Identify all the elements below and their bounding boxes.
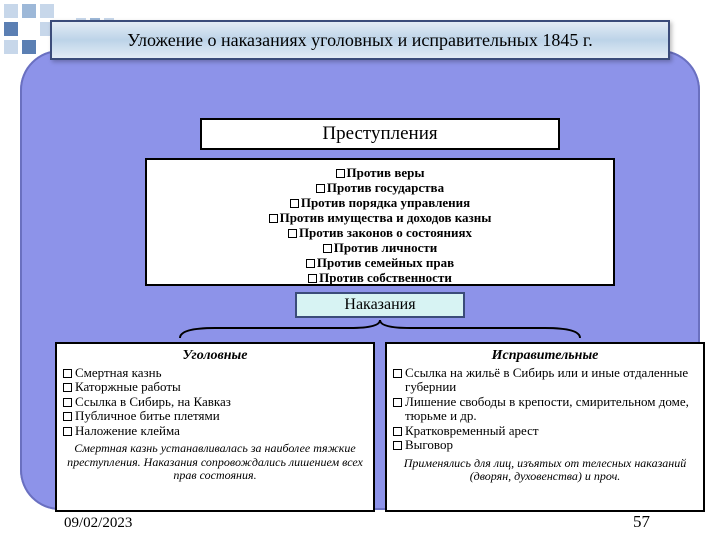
crime-item: Против законов о состояниях xyxy=(157,226,603,241)
correctional-punishments-box: Исправительные Ссылка на жильё в Сибирь … xyxy=(385,342,705,512)
deco-square xyxy=(22,40,36,54)
crime-item: Против личности xyxy=(157,241,603,256)
bullet-icon xyxy=(393,427,402,436)
punishment-text: Ссылка в Сибирь, на Кавказ xyxy=(75,395,367,410)
crime-text: Против собственности xyxy=(319,270,452,285)
punishment-text: Каторжные работы xyxy=(75,380,367,395)
crimes-list: Против верыПротив государстваПротив поря… xyxy=(145,158,615,286)
title-text: Уложение о наказаниях уголовных и исправ… xyxy=(127,30,592,51)
bullet-icon xyxy=(323,244,332,253)
punishment-text: Лишение свободы в крепости, смирительном… xyxy=(405,395,697,424)
bullet-icon xyxy=(308,274,317,283)
deco-square xyxy=(4,4,18,18)
bullet-icon xyxy=(63,412,72,421)
brace-connector xyxy=(175,318,585,340)
bullet-icon xyxy=(63,383,72,392)
punishment-text: Публичное битье плетями xyxy=(75,409,367,424)
deco-square xyxy=(4,22,18,36)
bullet-icon xyxy=(63,398,72,407)
right-items: Ссылка на жильё в Сибирь или и иные отда… xyxy=(393,366,697,453)
left-items: Смертная казньКаторжные работыСсылка в С… xyxy=(63,366,367,439)
criminal-punishments-box: Уголовные Смертная казньКаторжные работы… xyxy=(55,342,375,512)
footer-date: 09/02/2023 xyxy=(64,515,132,532)
bullet-icon xyxy=(63,369,72,378)
bullet-icon xyxy=(393,369,402,378)
bullet-icon xyxy=(393,441,402,450)
crime-text: Против семейных прав xyxy=(317,255,454,270)
bullet-icon xyxy=(63,427,72,436)
right-note: Применялись для лиц, изъятых от телесных… xyxy=(393,457,697,483)
punishment-item: Кратковременный арест xyxy=(393,424,697,439)
punishment-item: Ссылка в Сибирь, на Кавказ xyxy=(63,395,367,410)
punishment-text: Кратковременный арест xyxy=(405,424,697,439)
crime-text: Против веры xyxy=(347,165,425,180)
crime-text: Против порядка управления xyxy=(301,195,470,210)
punishment-text: Смертная казнь xyxy=(75,366,367,381)
bullet-icon xyxy=(288,229,297,238)
slide-frame: Преступления Против верыПротив государст… xyxy=(20,50,700,510)
crime-text: Против имущества и доходов казны xyxy=(280,210,492,225)
crime-item: Против веры xyxy=(157,166,603,181)
punishment-text: Наложение клейма xyxy=(75,424,367,439)
crime-item: Против порядка управления xyxy=(157,196,603,211)
crime-item: Против имущества и доходов казны xyxy=(157,211,603,226)
deco-square xyxy=(22,22,36,36)
punishment-text: Ссылка на жильё в Сибирь или и иные отда… xyxy=(405,366,697,395)
punishment-item: Лишение свободы в крепости, смирительном… xyxy=(393,395,697,424)
right-col-title: Исправительные xyxy=(393,348,697,364)
punishment-item: Ссылка на жильё в Сибирь или и иные отда… xyxy=(393,366,697,395)
title-box: Уложение о наказаниях уголовных и исправ… xyxy=(50,20,670,60)
punishment-text: Выговор xyxy=(405,438,697,453)
crime-text: Против личности xyxy=(334,240,438,255)
footer-page: 57 xyxy=(633,512,650,532)
punishment-item: Выговор xyxy=(393,438,697,453)
punishments-header: Наказания xyxy=(295,292,465,318)
punishment-item: Каторжные работы xyxy=(63,380,367,395)
punishment-item: Смертная казнь xyxy=(63,366,367,381)
crime-text: Против законов о состояниях xyxy=(299,225,472,240)
crime-item: Против семейных прав xyxy=(157,256,603,271)
crime-text: Против государства xyxy=(327,180,444,195)
punishment-item: Наложение клейма xyxy=(63,424,367,439)
left-col-title: Уголовные xyxy=(63,348,367,364)
crimes-header: Преступления xyxy=(200,118,560,150)
crime-item: Против государства xyxy=(157,181,603,196)
bullet-icon xyxy=(336,169,345,178)
bullet-icon xyxy=(290,199,299,208)
punishment-item: Публичное битье плетями xyxy=(63,409,367,424)
bullet-icon xyxy=(316,184,325,193)
bullet-icon xyxy=(269,214,278,223)
deco-square xyxy=(40,4,54,18)
deco-square xyxy=(4,40,18,54)
crime-item: Против собственности xyxy=(157,271,603,286)
left-note: Смертная казнь устанавливалась за наибол… xyxy=(63,442,367,482)
deco-square xyxy=(22,4,36,18)
bullet-icon xyxy=(393,398,402,407)
bullet-icon xyxy=(306,259,315,268)
